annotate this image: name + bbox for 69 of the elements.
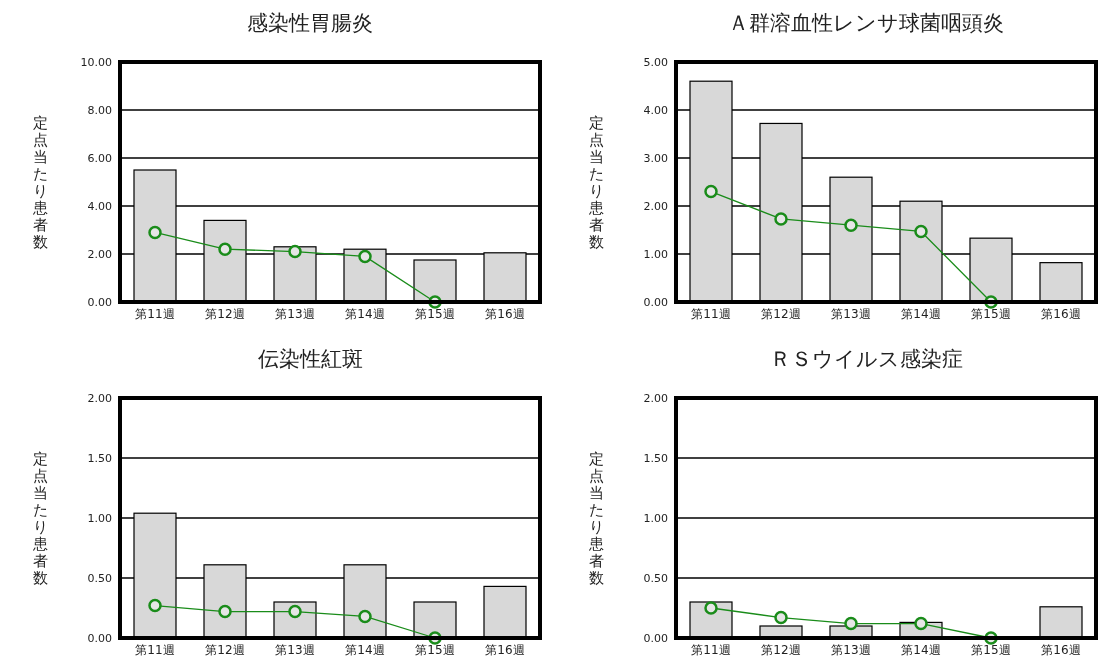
point [358, 249, 372, 264]
y-axis-title: 定点当たり患者数 [31, 449, 48, 587]
x-tick-label: 第14週 [901, 307, 941, 321]
x-tick-label: 第16週 [485, 307, 525, 321]
y-tick-label: 0.00 [643, 632, 668, 645]
x-tick-label: 第15週 [971, 307, 1011, 321]
x-tick-label: 第16週 [1041, 307, 1081, 321]
chart-title: Ａ群溶血性レンサ球菌咽頭炎 [728, 11, 1004, 35]
x-tick-label: 第14週 [901, 643, 941, 657]
y-tick-label: 6.00 [87, 152, 112, 165]
point [218, 604, 232, 619]
y-tick-label: 5.00 [643, 56, 668, 69]
x-tick-label: 第13週 [831, 307, 871, 321]
x-tick-label: 第13週 [831, 643, 871, 657]
y-axis-title: 定点当たり患者数 [31, 113, 48, 251]
y-tick-label: 10.00 [80, 56, 112, 69]
point [148, 225, 162, 240]
x-tick-label: 第12週 [205, 307, 245, 321]
y-tick-label: 2.00 [643, 392, 668, 405]
x-tick-label: 第15週 [415, 307, 455, 321]
chart-title: ＲＳウイルス感染症 [769, 347, 963, 371]
x-tick-label: 第11週 [691, 307, 731, 321]
y-tick-label: 2.00 [643, 200, 668, 213]
y-tick-label: 2.00 [87, 248, 112, 261]
y-tick-label: 4.00 [643, 104, 668, 117]
y-tick-label: 1.00 [643, 248, 668, 261]
point [844, 616, 858, 631]
point [914, 616, 928, 631]
point [148, 598, 162, 613]
chart-title: 伝染性紅斑 [257, 347, 363, 371]
point [218, 242, 232, 256]
point [358, 609, 372, 624]
x-tick-label: 第15週 [971, 643, 1011, 657]
y-axis-title: 定点当たり患者数 [587, 113, 604, 251]
y-tick-label: 0.50 [643, 572, 668, 585]
point [774, 610, 788, 625]
y-tick-label: 4.00 [87, 200, 112, 213]
y-tick-label: 0.00 [87, 296, 112, 309]
y-tick-label: 0.00 [87, 632, 112, 645]
x-tick-label: 第13週 [275, 307, 315, 321]
y-tick-label: 1.50 [643, 452, 668, 465]
chart-title: 感染性胃腸炎 [247, 11, 373, 35]
x-tick-label: 第14週 [345, 643, 385, 657]
x-tick-label: 第11週 [135, 643, 175, 657]
x-tick-label: 第12週 [205, 643, 245, 657]
x-tick-label: 第11週 [691, 643, 731, 657]
x-tick-label: 第15週 [415, 643, 455, 657]
x-tick-label: 第16週 [1041, 643, 1081, 657]
x-tick-label: 第13週 [275, 643, 315, 657]
y-tick-label: 1.00 [643, 512, 668, 525]
y-tick-label: 0.50 [87, 572, 112, 585]
y-tick-label: 3.00 [643, 152, 668, 165]
y-tick-label: 0.00 [643, 296, 668, 309]
y-tick-label: 1.00 [87, 512, 112, 525]
y-tick-label: 1.50 [87, 452, 112, 465]
x-tick-label: 第12週 [761, 307, 801, 321]
y-tick-label: 2.00 [87, 392, 112, 405]
x-tick-label: 第14週 [345, 307, 385, 321]
y-axis-title: 定点当たり患者数 [587, 449, 604, 587]
y-tick-label: 8.00 [87, 104, 112, 117]
point [774, 212, 788, 226]
point [704, 184, 718, 199]
x-tick-label: 第12週 [761, 643, 801, 657]
x-tick-label: 第16週 [485, 643, 525, 657]
x-tick-label: 第11週 [135, 307, 175, 321]
point [914, 224, 928, 239]
point [288, 244, 302, 259]
point [844, 218, 858, 232]
point [704, 601, 718, 615]
